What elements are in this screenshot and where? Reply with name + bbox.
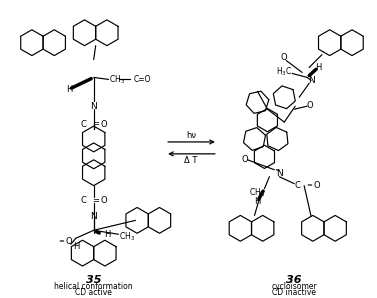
Text: cycloisomer: cycloisomer — [271, 283, 317, 291]
Text: N: N — [90, 212, 97, 221]
Text: =: = — [306, 183, 312, 189]
Text: 35: 35 — [86, 275, 101, 285]
Text: CH$_3$: CH$_3$ — [250, 186, 265, 199]
Text: CH$_3$: CH$_3$ — [109, 73, 125, 86]
Text: O: O — [307, 101, 313, 110]
Text: H: H — [254, 197, 261, 206]
Text: H: H — [73, 242, 79, 251]
Text: hν: hν — [186, 131, 196, 139]
Text: =: = — [92, 119, 99, 128]
Text: =: = — [58, 238, 64, 244]
Text: H$_3$C: H$_3$C — [276, 65, 292, 78]
Text: C=O: C=O — [133, 75, 151, 84]
Text: =: = — [92, 196, 99, 205]
Text: H: H — [315, 63, 321, 72]
Text: CH$_3$: CH$_3$ — [118, 230, 135, 243]
Text: O: O — [281, 53, 288, 62]
Text: O: O — [100, 196, 107, 205]
Text: O: O — [314, 181, 320, 190]
Text: N: N — [308, 76, 314, 85]
Text: CD inactive: CD inactive — [272, 288, 316, 297]
Text: C: C — [294, 181, 300, 190]
Text: C: C — [81, 119, 87, 128]
Text: O: O — [100, 119, 107, 128]
Text: N: N — [276, 169, 283, 178]
Text: O: O — [241, 155, 248, 164]
Text: Δ T: Δ T — [184, 156, 198, 165]
Text: H: H — [104, 230, 111, 239]
Text: H: H — [66, 85, 72, 94]
Text: helical conformation: helical conformation — [54, 283, 133, 291]
Text: 36: 36 — [287, 275, 302, 285]
Text: CD active: CD active — [75, 288, 112, 297]
Text: O: O — [66, 237, 72, 246]
Text: C: C — [81, 196, 87, 205]
Text: N: N — [90, 102, 97, 111]
